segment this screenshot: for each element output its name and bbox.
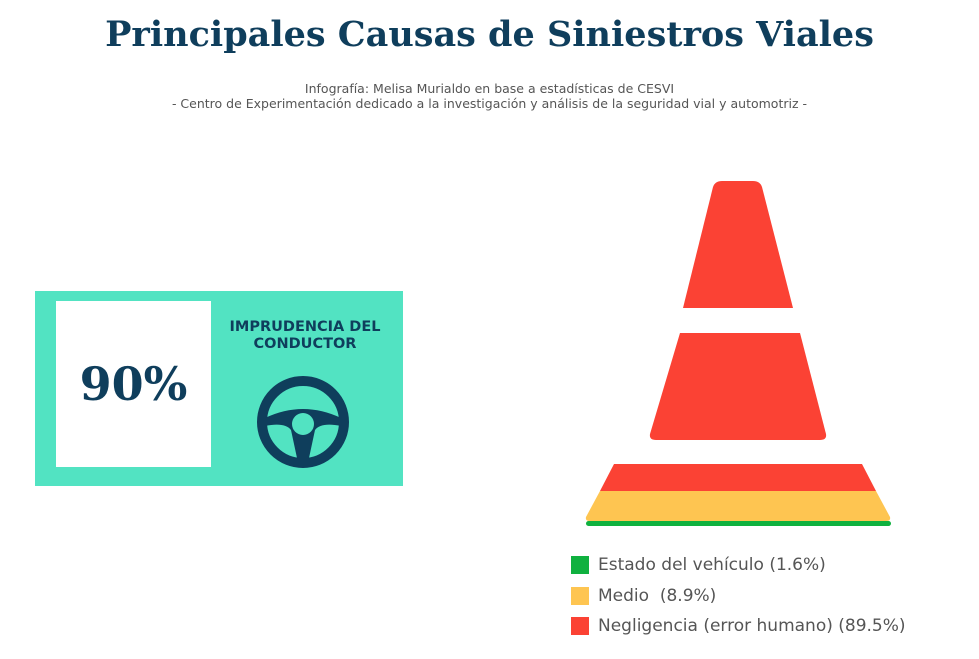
highlight-value: 90% — [56, 301, 211, 467]
label-line: IMPRUDENCIA DEL — [229, 319, 381, 335]
legend-label: Negligencia (error humano) (89.5%) — [598, 616, 906, 637]
cone-base-green — [586, 521, 891, 526]
legend-label: Medio (8.9%) — [598, 585, 717, 606]
traffic-cone — [585, 181, 891, 526]
cone-top — [683, 181, 793, 308]
highlight-label: IMPRUDENCIA DEL CONDUCTOR — [220, 319, 390, 353]
title: Principales Causas de Siniestros Viales — [105, 14, 874, 55]
cone-base-yellow — [585, 491, 891, 521]
legend-item: Negligencia (error humano) (89.5%) — [571, 611, 906, 642]
legend-swatch — [571, 586, 589, 605]
highlight-card: 90% IMPRUDENCIA DEL CONDUCTOR — [35, 291, 403, 486]
legend: Estado del vehículo (1.6%) Medio (8.9%) … — [571, 550, 906, 642]
steering-wheel-icon — [257, 376, 349, 468]
label-line: CONDUCTOR — [253, 336, 357, 352]
cone-base-red — [600, 464, 876, 491]
subtitle: - Centro de Experimentación dedicado a l… — [171, 96, 808, 111]
legend-item: Medio (8.9%) — [571, 581, 906, 612]
legend-swatch — [571, 556, 589, 575]
cone-middle — [649, 333, 827, 440]
subtitle: Infografía: Melisa Murialdo en base a es… — [304, 81, 675, 96]
legend-item: Estado del vehículo (1.6%) — [571, 550, 906, 581]
legend-label: Estado del vehículo (1.6%) — [598, 555, 826, 576]
legend-swatch — [571, 617, 589, 636]
